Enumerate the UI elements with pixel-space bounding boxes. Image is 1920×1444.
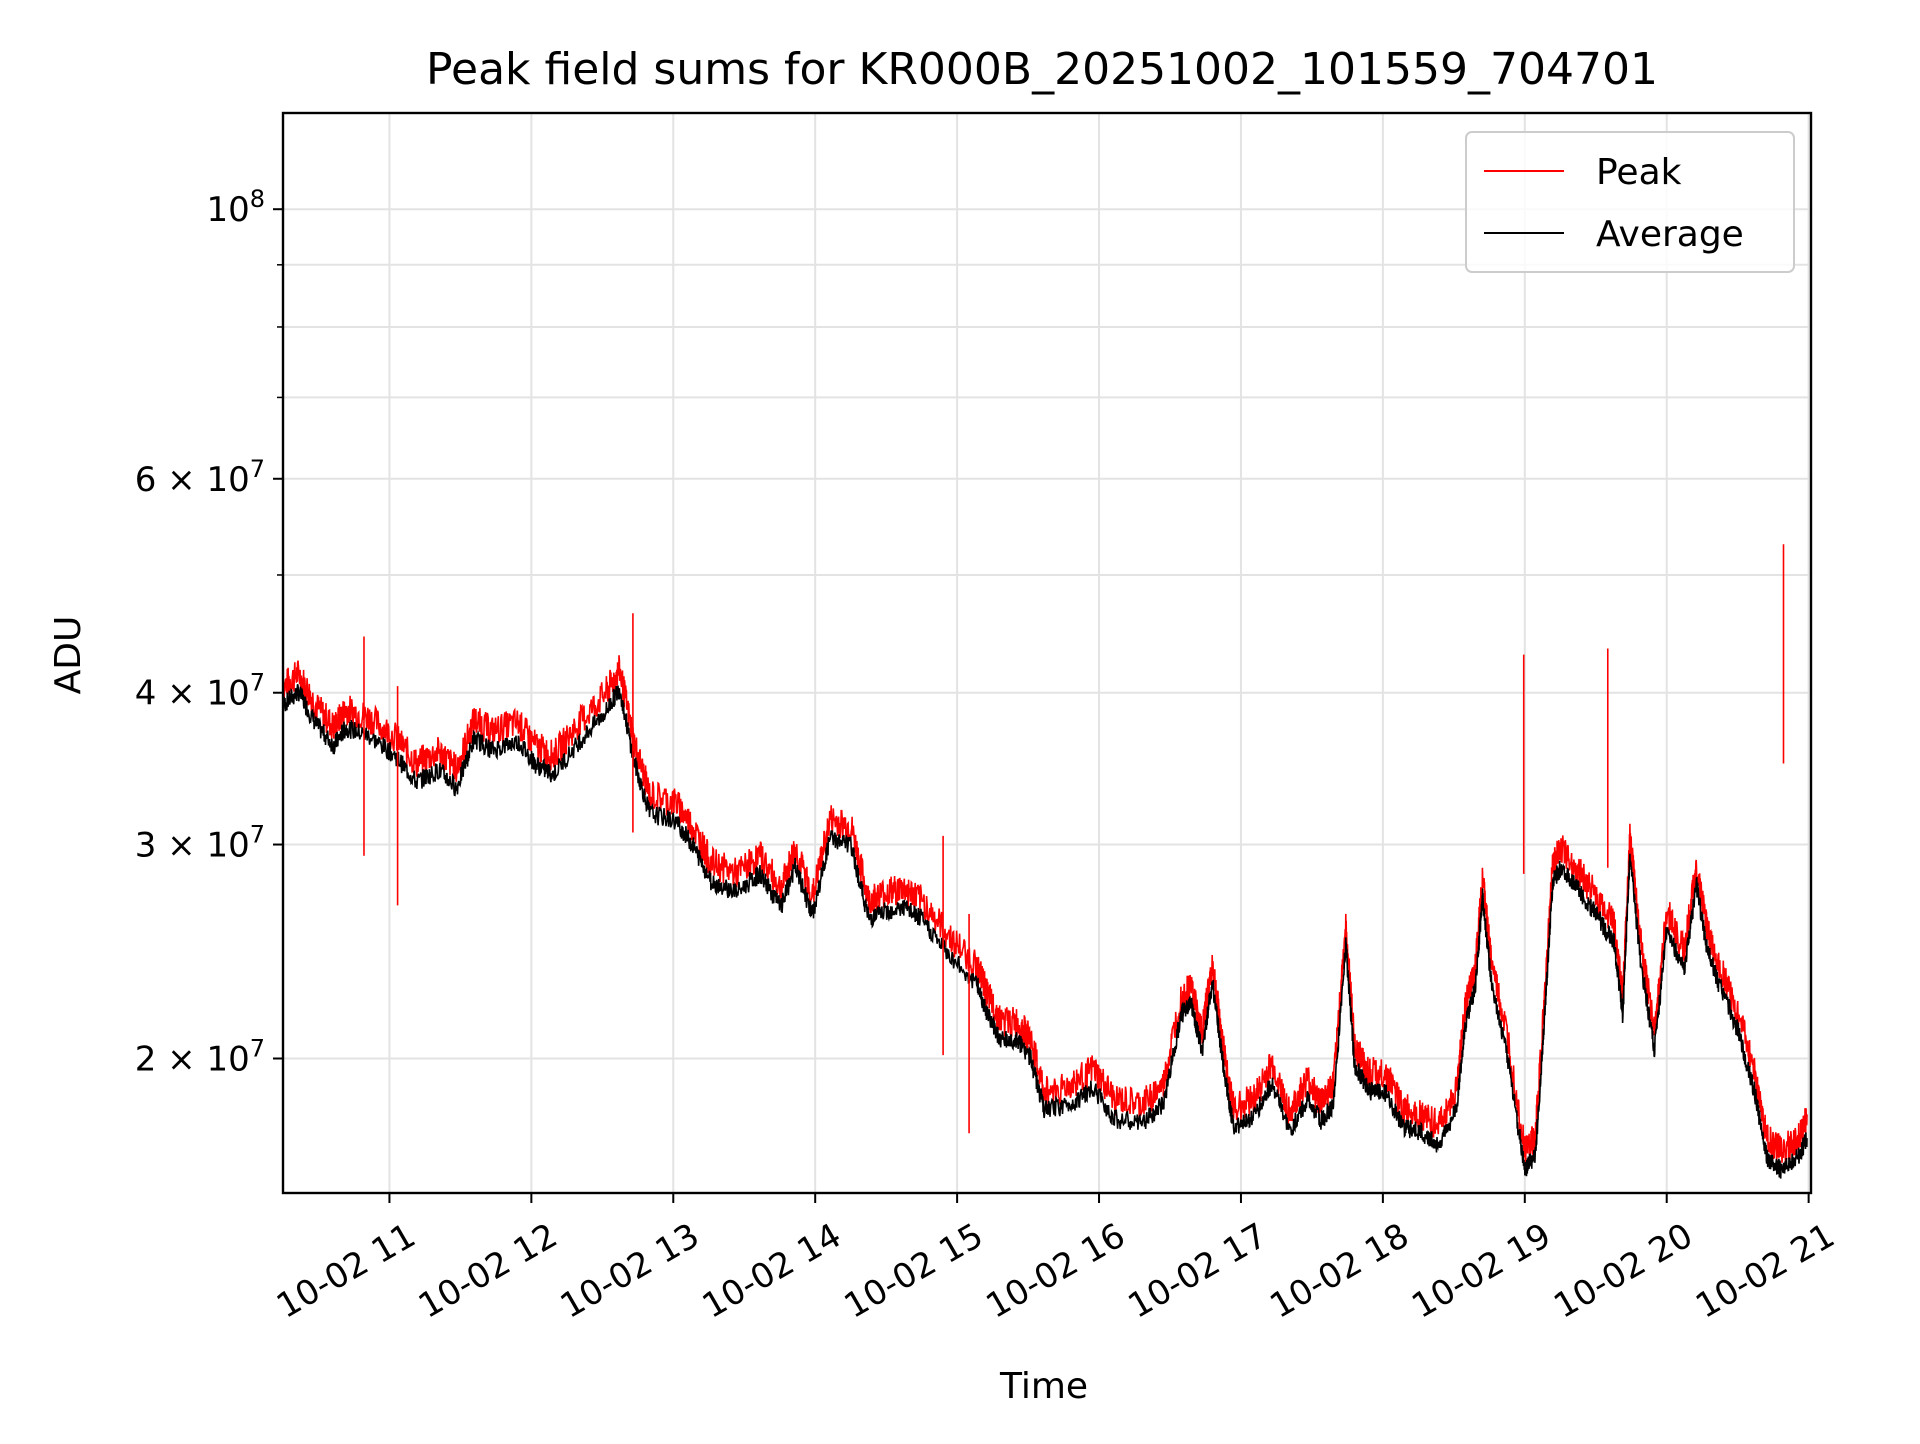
y-tick-label: 2 × 107 [135, 1034, 265, 1079]
y-tick-label: 108 [206, 185, 265, 230]
legend-average-label: Average [1596, 214, 1744, 255]
legend-peak-label: Peak [1596, 152, 1682, 193]
y-tick-label: 4 × 107 [135, 669, 265, 714]
series-average-line [282, 684, 1808, 1179]
legend-box [1465, 131, 1795, 273]
y-axis-label: ADU [48, 616, 89, 695]
plot-frame [281, 111, 1813, 1195]
legend: Peak Average [1465, 131, 1795, 273]
x-axis-label: Time [999, 1366, 1088, 1407]
series-layer [282, 544, 1808, 1179]
grid-layer [283, 113, 1811, 1193]
y-tick-label: 3 × 107 [135, 821, 265, 866]
y-tick-label: 6 × 107 [135, 455, 265, 500]
chart-title: Peak field sums for KR000B_20251002_1015… [426, 44, 1658, 95]
